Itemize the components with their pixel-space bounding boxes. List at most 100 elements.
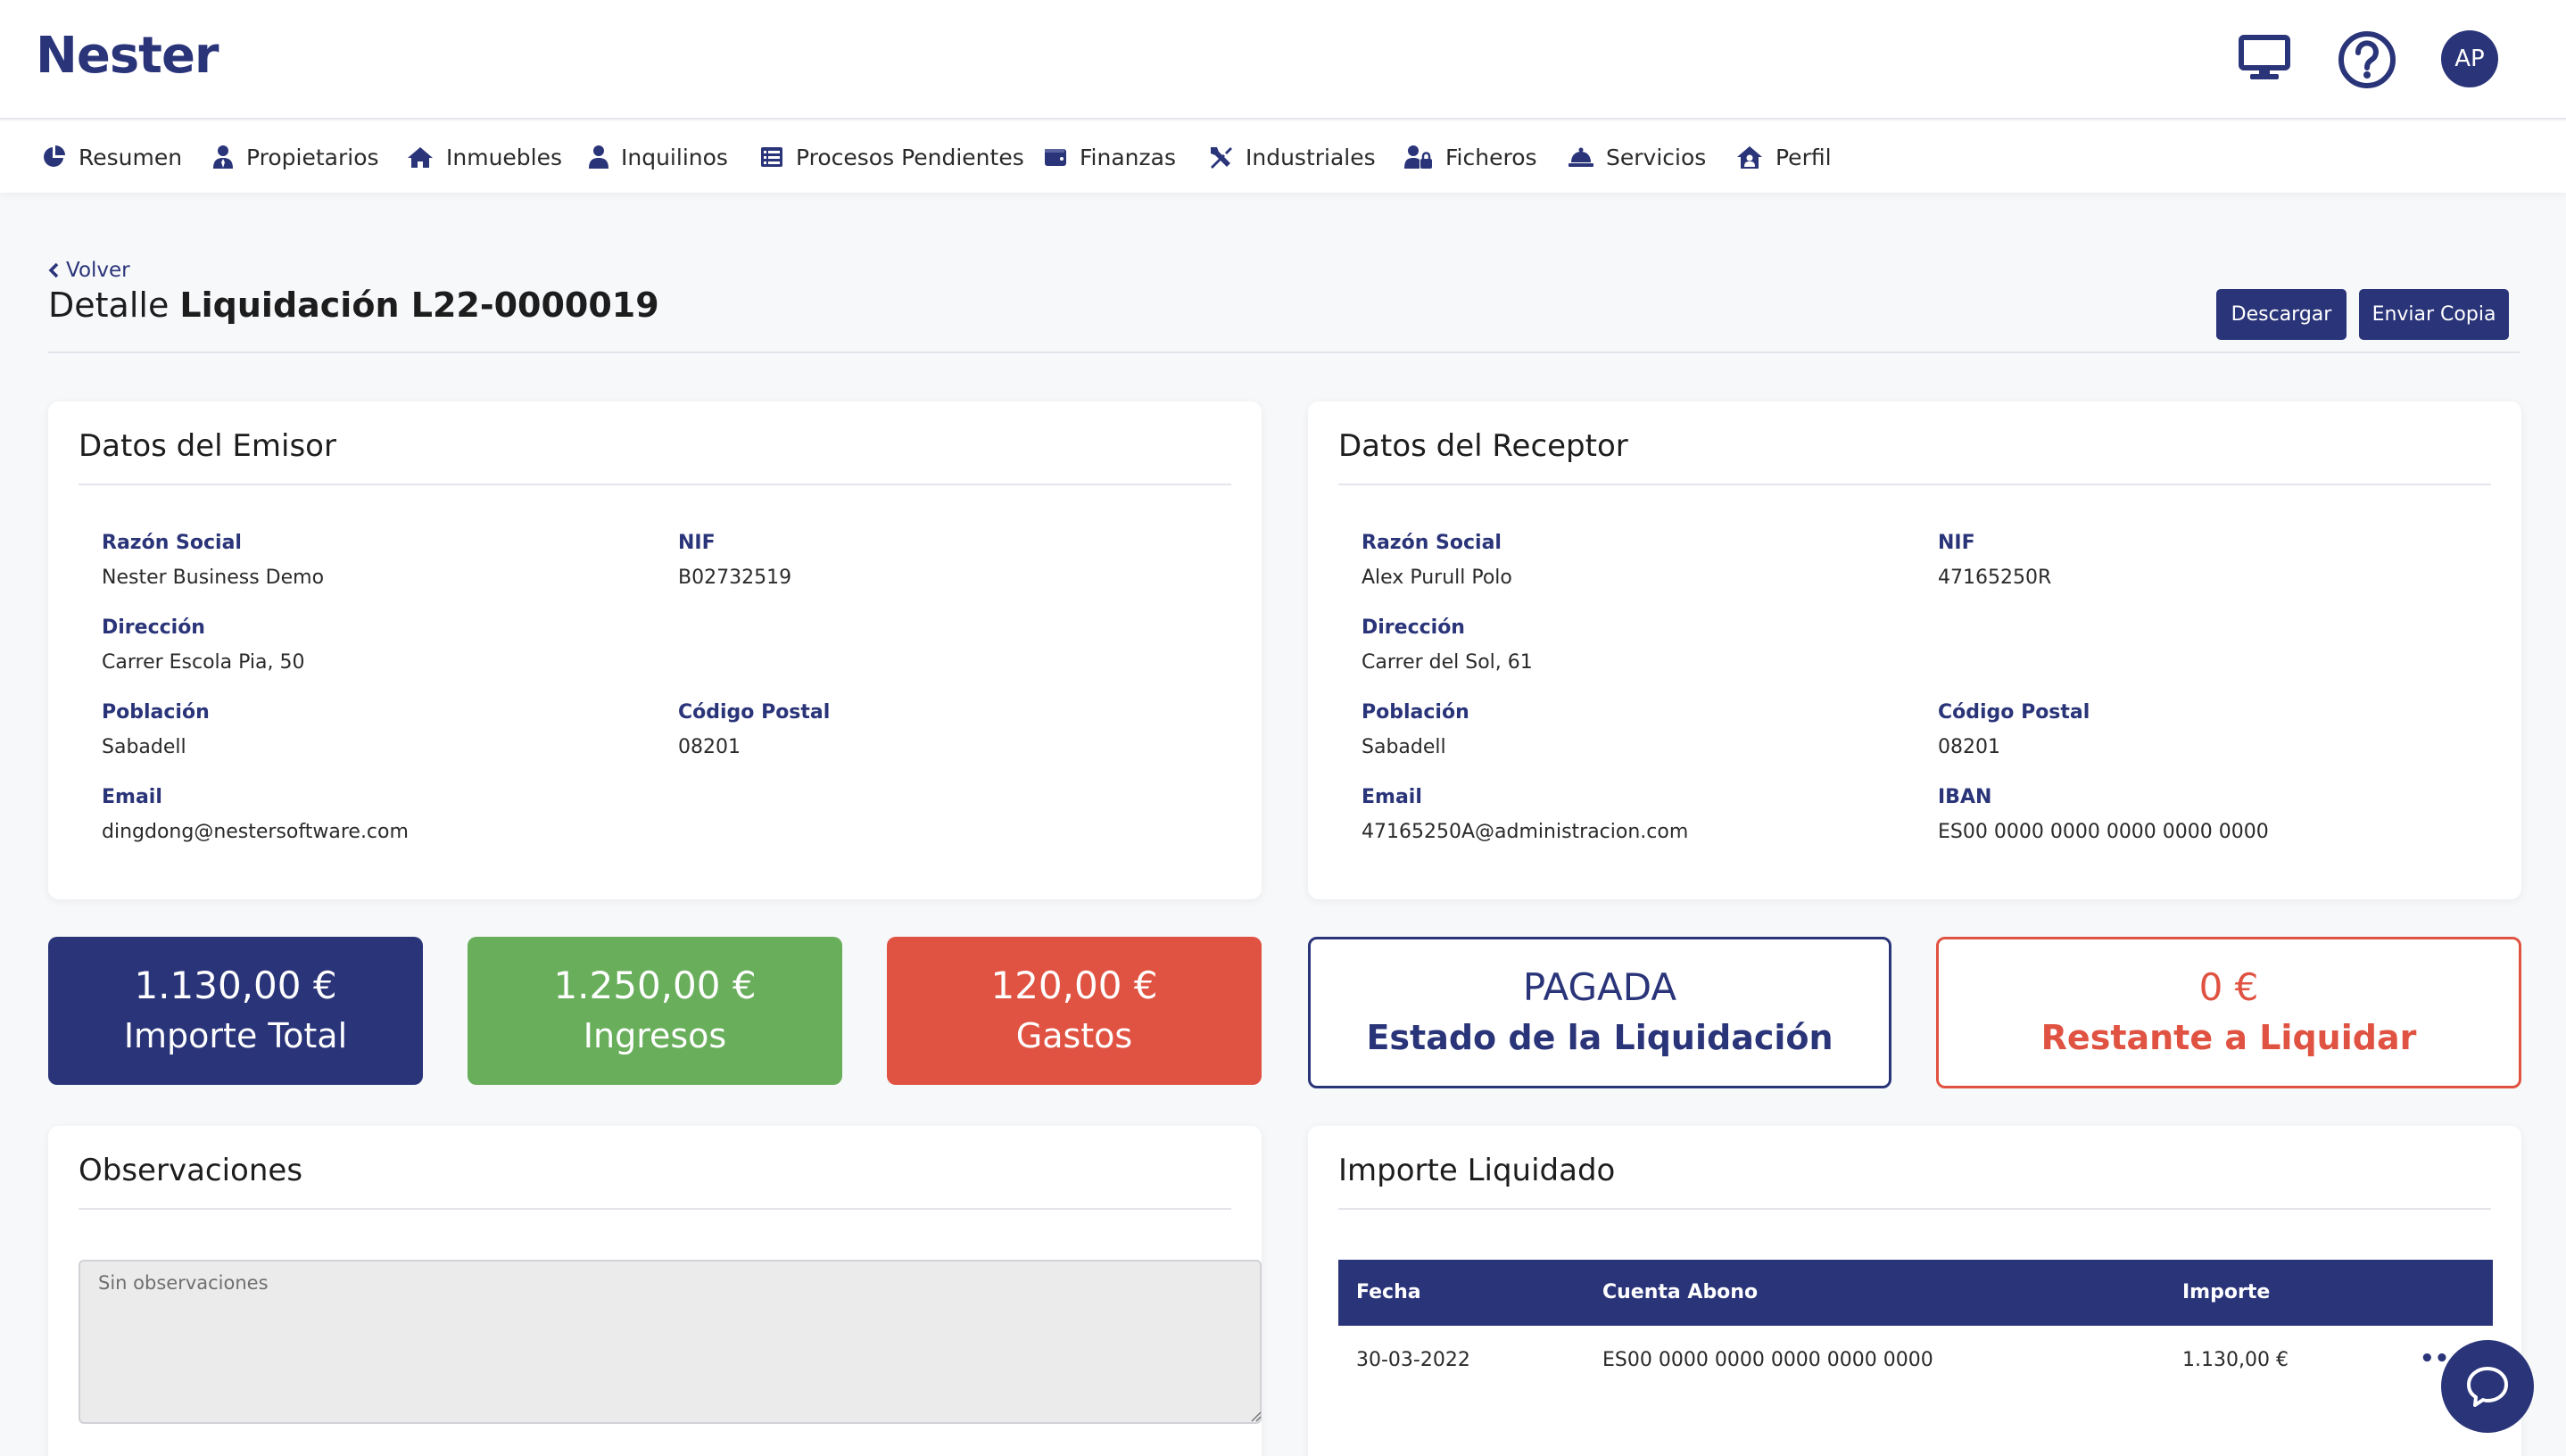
help-icon[interactable] (2338, 30, 2396, 93)
importe-liquidado-title: Importe Liquidado (1338, 1153, 1616, 1188)
emisor-razon-social: Razón Social Nester Business Demo (102, 532, 324, 589)
receptor-iban: IBAN ES00 0000 0000 0000 0000 0000 (1938, 786, 2269, 843)
gastos-tile: 120,00 € Gastos (887, 937, 1262, 1085)
download-button[interactable]: Descargar (2216, 289, 2347, 340)
emisor-email: Email dingdong@nestersoftware.com (102, 786, 409, 843)
column-header-importe[interactable]: Importe (2182, 1281, 2271, 1303)
ingresos-tile: 1.250,00 € Ingresos (468, 937, 842, 1085)
field-value: Carrer del Sol, 61 (1362, 651, 1533, 674)
nav-item-procesos-pendientes[interactable]: Procesos Pendientes (760, 139, 1024, 175)
nav-item-label: Servicios (1606, 144, 1707, 170)
cell-fecha: 30-03-2022 (1356, 1349, 1470, 1371)
stat-label: Estado de la Liquidación (1366, 1018, 1833, 1057)
user-icon (589, 145, 608, 169)
field-label: IBAN (1938, 786, 1992, 808)
receptor-email: Email 47165250A@administracion.com (1362, 786, 1688, 843)
nav-item-finanzas[interactable]: Finanzas (1044, 139, 1176, 175)
nav-item-servicios[interactable]: Servicios (1569, 139, 1706, 175)
field-value: 08201 (678, 736, 741, 758)
field-label: Email (1362, 786, 1422, 808)
nav-item-ficheros[interactable]: Ficheros (1404, 139, 1537, 175)
back-link-label: Volver (66, 259, 130, 282)
field-label: NIF (678, 532, 716, 554)
monitor-icon[interactable] (2238, 34, 2291, 86)
emisor-title: Datos del Emisor (79, 428, 336, 464)
stat-value: PAGADA (1522, 965, 1677, 1009)
nav-item-label: Procesos Pendientes (796, 144, 1024, 170)
table-header: Fecha Cuenta Abono Importe (1338, 1260, 2493, 1326)
nav-item-label: Inquilinos (621, 144, 728, 170)
nav-item-label: Perfil (1776, 144, 1832, 170)
field-value: 08201 (1938, 736, 2000, 758)
field-value: 47165250R (1938, 567, 2052, 589)
importe-liquidado-card: Importe Liquidado Fecha Cuenta Abono Imp… (1308, 1126, 2521, 1456)
emisor-nif: NIF B02732519 (678, 532, 791, 589)
tools-icon (1211, 147, 1232, 169)
page-title-prefix: Detalle (48, 285, 170, 325)
table-row: 30-03-2022 ES00 0000 0000 0000 0000 0000… (1338, 1326, 2493, 1394)
stat-value: 120,00 € (990, 964, 1158, 1007)
column-header-fecha[interactable]: Fecha (1356, 1281, 1421, 1303)
nav-item-label: Inmuebles (446, 144, 563, 170)
back-link[interactable]: Volver (48, 259, 130, 282)
card-divider (1338, 1208, 2491, 1210)
field-value: B02732519 (678, 567, 792, 589)
page-title-bold: Liquidación L22-0000019 (179, 285, 659, 325)
estado-liquidacion-tile: PAGADA Estado de la Liquidación (1308, 937, 1891, 1088)
receptor-direccion: Dirección Carrer del Sol, 61 (1362, 616, 1533, 674)
stat-value: 1.250,00 € (553, 964, 757, 1007)
chat-launcher-button[interactable] (2441, 1340, 2534, 1433)
receptor-title: Datos del Receptor (1338, 428, 1628, 464)
observaciones-card: Observaciones Sin observaciones (48, 1126, 1262, 1456)
field-label: Dirección (1362, 616, 1465, 639)
nav-item-perfil[interactable]: Perfil (1736, 139, 1832, 175)
chat-bubble-icon (2467, 1367, 2508, 1407)
receptor-card: Datos del Receptor Razón Social Alex Pur… (1308, 401, 2521, 899)
header-divider (48, 352, 2520, 353)
user-avatar[interactable]: AP (2441, 30, 2498, 87)
stat-label: Importe Total (123, 1016, 348, 1055)
nav-item-label: Finanzas (1080, 144, 1176, 170)
field-value: Alex Purull Polo (1362, 567, 1512, 589)
field-value: 47165250A@administracion.com (1362, 821, 1689, 843)
house-user-icon (1737, 146, 1762, 169)
stat-label: Ingresos (583, 1016, 727, 1055)
emisor-codigo-postal: Código Postal 08201 (678, 701, 830, 758)
field-label: Código Postal (678, 701, 831, 724)
user-lock-icon (1404, 145, 1432, 169)
importe-total-tile: 1.130,00 € Importe Total (48, 937, 423, 1085)
main-nav: Resumen Propietarios Inmuebles Inquilino… (0, 121, 2566, 193)
card-divider (79, 1208, 1231, 1210)
receptor-razon-social: Razón Social Alex Purull Polo (1362, 532, 1512, 589)
nav-item-propietarios[interactable]: Propietarios (212, 139, 379, 175)
observaciones-textarea[interactable]: Sin observaciones (79, 1260, 1262, 1424)
nav-item-industriales[interactable]: Industriales (1208, 139, 1376, 175)
card-divider (79, 484, 1231, 485)
field-label: NIF (1938, 532, 1975, 554)
receptor-nif: NIF 47165250R (1938, 532, 2051, 589)
field-value: dingdong@nestersoftware.com (102, 821, 409, 843)
field-label: Población (1362, 701, 1469, 724)
field-label: Código Postal (1938, 701, 2090, 724)
field-label: Razón Social (1362, 532, 1502, 554)
column-header-cuenta-abono[interactable]: Cuenta Abono (1602, 1281, 1759, 1303)
send-copy-button[interactable]: Enviar Copia (2359, 289, 2509, 340)
home-icon (408, 147, 433, 168)
nav-item-inmuebles[interactable]: Inmuebles (407, 139, 562, 175)
field-label: Población (102, 701, 210, 724)
nav-item-label: Resumen (79, 144, 183, 170)
top-header: Nester AP (0, 0, 2566, 120)
field-label: Dirección (102, 616, 205, 639)
resize-handle-icon[interactable] (1251, 1411, 1262, 1422)
field-label: Email (102, 786, 162, 808)
nav-item-inquilinos[interactable]: Inquilinos (589, 139, 728, 175)
nav-item-resumen[interactable]: Resumen (41, 139, 182, 175)
receptor-poblacion: Población Sabadell (1362, 701, 1469, 758)
app-logo[interactable]: Nester (36, 27, 219, 85)
nav-item-label: Ficheros (1445, 144, 1537, 170)
list-icon (761, 147, 782, 167)
field-value: Carrer Escola Pia, 50 (102, 651, 305, 674)
user-tie-icon (213, 145, 233, 169)
wallet-icon (1045, 149, 1066, 166)
stat-value: 1.130,00 € (134, 964, 337, 1007)
